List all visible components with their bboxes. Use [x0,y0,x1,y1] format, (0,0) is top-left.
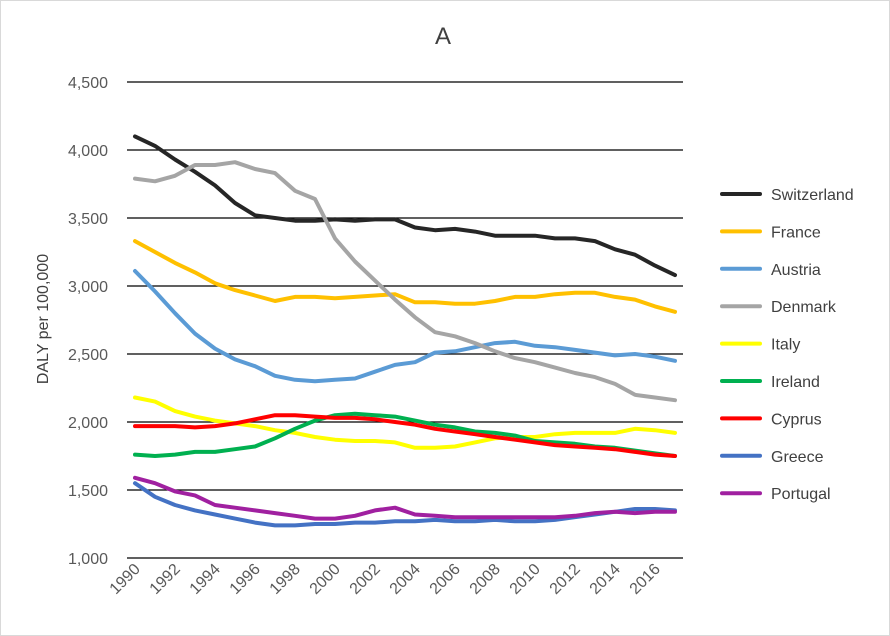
legend-label: Italy [771,337,800,354]
series-line-denmark [133,160,677,403]
y-tick-label: 1,500 [68,483,108,500]
series-line-portugal [133,475,677,521]
x-tick-label: 1990 [107,561,144,598]
y-tick-label: 4,500 [68,75,108,92]
x-tick-label: 2006 [427,561,464,598]
x-tick-label: 2004 [387,561,424,598]
series-line-cyprus [133,413,677,458]
y-axis-label: DALY per 100,000 [35,254,52,384]
x-tick-label: 2012 [547,561,584,598]
x-tick-label: 1992 [147,561,184,598]
x-tick-label: 2000 [307,561,344,598]
legend-label: Switzerland [771,187,854,204]
x-tick-label: 1996 [227,561,264,598]
x-tick-label: 2014 [587,561,624,598]
series-line-italy [133,395,677,450]
x-tick-label: 2016 [627,561,664,598]
y-tick-label: 1,000 [68,551,108,568]
x-tick-label: 2002 [347,561,384,598]
x-tick-label: 1994 [187,561,224,598]
legend-label: Austria [771,262,821,279]
y-tick-label: 4,000 [68,143,108,160]
y-tick-label: 2,500 [68,347,108,364]
legend-label: Denmark [771,299,837,316]
y-tick-label: 3,000 [68,279,108,296]
series-line-switzerland [133,134,677,278]
legend-label: Cyprus [771,411,822,428]
y-tick-label: 2,000 [68,415,108,432]
chart-title: A [435,23,451,50]
legend-label: Portugal [771,486,831,503]
x-tick-label: 2010 [507,561,544,598]
x-tick-label: 1998 [267,561,304,598]
series-line-austria [133,269,677,384]
legend-label: Ireland [771,374,820,391]
x-tick-label: 2008 [467,561,504,598]
y-tick-label: 3,500 [68,211,108,228]
legend-label: France [771,224,821,241]
series-line-france [133,239,677,314]
legend-label: Greece [771,449,824,466]
